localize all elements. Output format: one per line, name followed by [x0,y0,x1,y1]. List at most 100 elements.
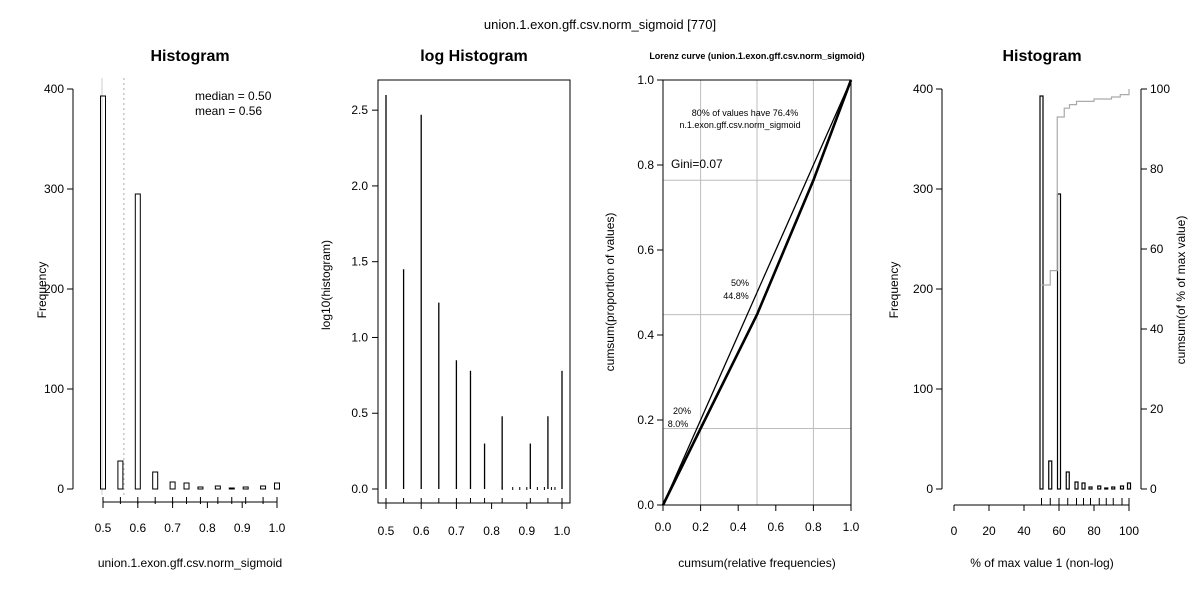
lorenz-annotation: 44.8% [723,291,749,301]
panel1-annotation-mean: mean = 0.56 [195,104,262,118]
x-tick-label: 0.7 [164,521,181,535]
lorenz-annotation: 20% [673,406,691,416]
histogram-bar [1065,471,1070,490]
panel-histogram-percent: Histogram Frequency cumsum(of % of max v… [887,48,1188,570]
x-tick-label: 40 [1017,524,1031,538]
histogram-bar [1104,487,1109,490]
y-tick-label: 0.0 [637,498,654,512]
histogram-bar [1119,485,1125,490]
y-tick-label: 0.2 [637,413,654,427]
y-tick-label: 100 [44,382,64,396]
x-tick-label: 0.5 [378,524,395,538]
x-tick-label: 1.0 [269,521,286,535]
histogram-bar [134,193,141,490]
histogram-bar [169,481,176,490]
lorenz-annotation: Gini=0.07 [671,157,723,171]
y-tick-label: 2.5 [351,103,368,117]
histogram-bar [197,486,204,490]
histogram-bar [242,486,249,490]
histogram-bar [1088,486,1093,490]
panel4-ylabel: Frequency [887,262,901,319]
histogram-bar [152,471,159,490]
y-tick-label: 2.0 [351,179,368,193]
panel4-xlabel: % of max value 1 (non-log) [970,556,1113,570]
panel4-title: Histogram [1002,48,1081,65]
panel3-xlabel: cumsum(relative frequencies) [678,556,835,570]
panel2-plot: 0.0 0.5 1.0 1.5 2.0 2.5 0.5 0.6 0.7 0.8 0.9 1.0 [351,79,571,538]
panel4-plot: 0 100 200 300 400 0 20 40 60 80 100 0 20 40 60 80 100 [913,82,1170,538]
y2-tick-label: 20 [1150,402,1164,416]
y-tick-label: 0.0 [351,482,368,496]
histogram-bar [1048,460,1053,490]
panel1-annotation-median: median = 0.50 [195,89,272,103]
histogram-bar [214,485,221,490]
panel1-plot: 0 100 200 300 400 0.5 0.6 0.7 0.8 0.9 1.0 [44,78,286,535]
x-tick-label: 0.8 [805,520,822,534]
histogram-bar [1074,481,1079,490]
y-tick-label: 300 [913,182,933,196]
lorenz-annotation: 8.0% [668,419,689,429]
lorenz-series-line [662,79,852,506]
figure-title: union.1.exon.gff.csv.norm_sigmoid [770] [484,17,716,32]
x-tick-label: 80 [1087,524,1101,538]
y-tick-label: 0.6 [637,243,654,257]
x-tick-label: 0.6 [413,524,430,538]
y2-tick-label: 40 [1150,322,1164,336]
histogram-bar [274,482,280,490]
x-tick-label: 0.9 [234,521,251,535]
x-tick-label: 0.6 [129,521,146,535]
histogram-bar [1056,193,1062,490]
x-tick-label: 0.4 [730,520,747,534]
x-tick-label: 0.7 [448,524,465,538]
x-tick-label: 0.6 [767,520,784,534]
panel-lorenz: Lorenz curve (union.1.exon.gff.csv.norm_… [603,51,865,570]
plot-box [662,79,852,506]
y-tick-label: 0.8 [637,158,654,172]
y-tick-label: 300 [44,182,64,196]
y-tick-label: 1.5 [351,255,368,269]
y-tick-label: 400 [913,82,933,96]
histogram-bar [1081,482,1086,490]
histogram-bar [183,482,190,490]
x-tick-label: 1.0 [843,520,860,534]
panel-histogram: Histogram median = 0.50 mean = 0.56 Freq… [35,48,286,570]
y2-tick-label: 60 [1150,242,1164,256]
y-tick-label: 200 [44,282,64,296]
histogram-bar [228,487,235,490]
panel2-title: log Histogram [420,48,528,65]
x-tick-label: 0.8 [483,524,500,538]
histogram-bar [117,460,124,490]
y2-tick-label: 0 [1150,482,1157,496]
x-tick-label: 0.8 [199,521,216,535]
x-tick-label: 20 [982,524,996,538]
histogram-bar [1111,486,1116,490]
y-tick-label: 0 [926,482,933,496]
y-tick-label: 1.0 [637,73,654,87]
histogram-bar [1097,485,1102,490]
y2-tick-label: 80 [1150,162,1164,176]
panel3-plot: 0.0 0.2 0.4 0.6 0.8 1.0 0.0 0.2 0.4 0.6 0.8 1.0 80% … [637,73,859,534]
lorenz-annotation: n.1.exon.gff.csv.norm_sigmoid [679,120,800,130]
x-tick-label: 0.0 [655,520,672,534]
lorenz-annotation: 80% of values have 76.4% [692,108,799,118]
x-tick-label: 0.9 [518,524,535,538]
histogram-bar [1126,482,1132,490]
y-tick-label: 100 [913,382,933,396]
panel4-y2label: cumsum(of % of max value) [1174,216,1188,365]
panel1-ylabel: Frequency [35,262,49,319]
panel3-ylabel: cumsum(proportion of values) [603,213,617,372]
x-tick-label: 1.0 [554,524,571,538]
panel1-xlabel: union.1.exon.gff.csv.norm_sigmoid [98,556,282,570]
plot-box [377,79,571,504]
lorenz-annotation: 50% [731,278,749,288]
histogram-bar [260,485,267,490]
y-tick-label: 0.4 [637,328,654,342]
panel-log-histogram: log Histogram log10(histogram) 0.0 0.5 1.0… [319,48,571,538]
x-tick-label: 0.5 [95,521,112,535]
panel3-title: Lorenz curve (union.1.exon.gff.csv.norm_… [649,51,864,61]
x-tick-label: 0.2 [692,520,709,534]
x-tick-label: 0 [951,524,958,538]
panel1-title: Histogram [150,48,229,65]
x-tick-label: 100 [1119,524,1139,538]
